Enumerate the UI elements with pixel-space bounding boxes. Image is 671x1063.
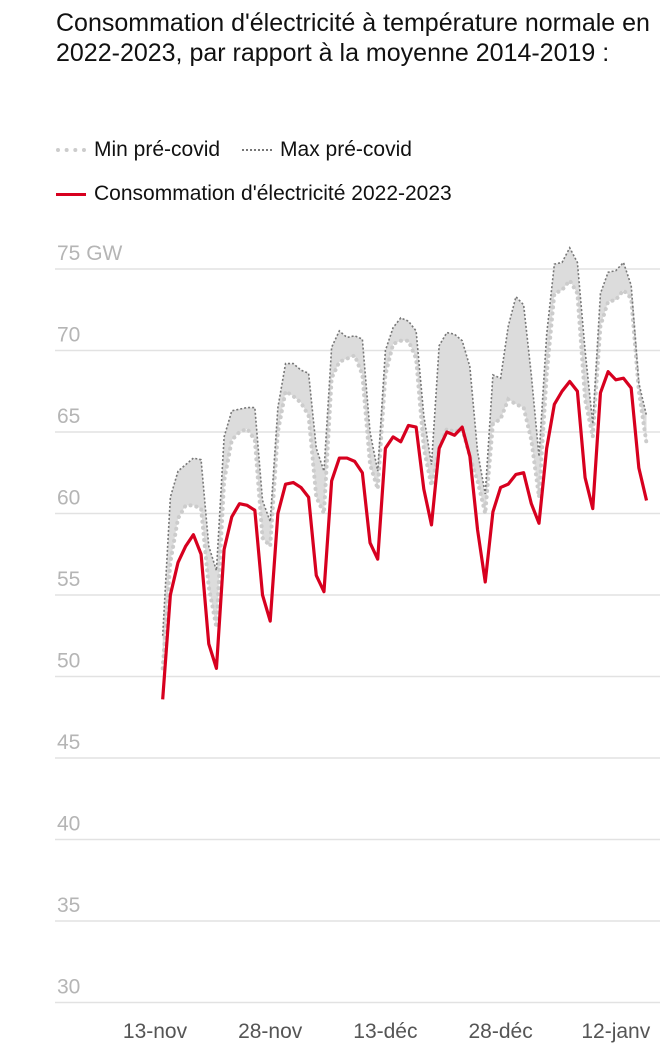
x-tick-label: 12-janv (581, 1020, 650, 1043)
legend-label-min: Min pré-covid (94, 138, 221, 161)
y-tick-label: 65 (57, 405, 80, 428)
chart-title: Consommation d'électricité à température… (56, 9, 650, 67)
y-tick-label: 35 (57, 894, 80, 917)
y-tick-label: 70 (57, 324, 80, 347)
legend-label-current: Consommation d'électricité 2022-2023 (94, 182, 452, 205)
legend-swatch-min (56, 148, 86, 152)
y-tick-label: 60 (57, 487, 80, 510)
legend-label-max: Max pré-covid (280, 138, 412, 161)
legend-row-current: Consommation d'électricité 2022-2023 (56, 182, 452, 206)
y-tick-label: 55 (57, 568, 80, 591)
x-tick-label: 28-déc (468, 1020, 532, 1043)
legend-row-precovid: Min pré-covid Max pré-covid (56, 138, 412, 162)
legend-swatch-max (242, 149, 273, 151)
max-precovid-line (161, 246, 648, 636)
x-tick-label: 13-nov (123, 1020, 188, 1043)
consumption-2022-2023-line (161, 370, 649, 700)
y-tick-label: 75 GW (57, 242, 123, 265)
precovid-range-band (162, 247, 647, 669)
legend-swatch-current (56, 192, 86, 196)
y-tick-label: 30 (57, 976, 80, 999)
min-precovid-line (160, 276, 649, 671)
y-tick-label: 45 (57, 731, 80, 754)
y-tick-label: 50 (57, 650, 80, 673)
y-tick-label: 40 (57, 813, 80, 836)
x-tick-label: 13-déc (353, 1020, 417, 1043)
x-tick-label: 28-nov (238, 1020, 303, 1043)
